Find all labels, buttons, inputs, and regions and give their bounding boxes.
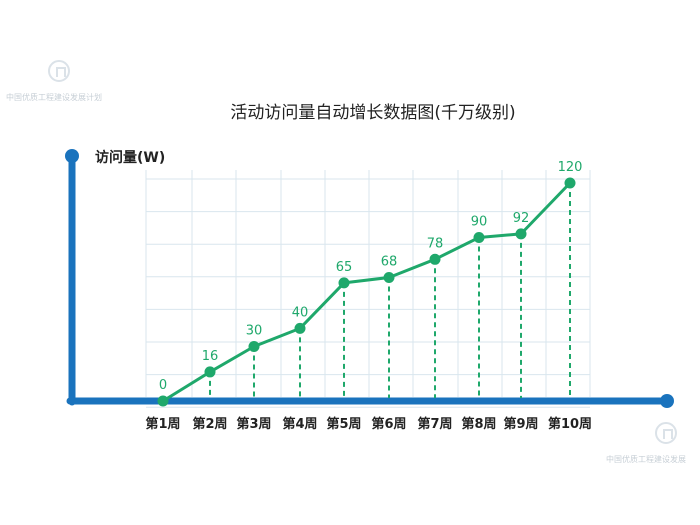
watermark-text: 中国优质工程建设发展计划 bbox=[6, 93, 102, 102]
data-label-9: 92 bbox=[513, 211, 530, 226]
watermark-text-bottom: 中国优质工程建设发展 bbox=[606, 455, 686, 464]
y-axis-label: 访问量(W) bbox=[95, 149, 165, 166]
x-tick-label-2: 第2周 bbox=[192, 416, 227, 432]
x-tick-label-6: 第6周 bbox=[371, 416, 406, 432]
x-tick-labels: 第1周 第2周 第3周 第4周 第5周 第6周 第7周 第8周 第9周 第10周 bbox=[145, 416, 592, 432]
x-tick-label-8: 第8周 bbox=[461, 416, 496, 432]
watermark-logo-icon bbox=[48, 60, 70, 82]
data-label-10: 120 bbox=[558, 160, 583, 175]
x-tick-label-1: 第1周 bbox=[145, 416, 180, 432]
x-axis-end-cap bbox=[660, 394, 674, 408]
x-tick-label-3: 第3周 bbox=[236, 416, 271, 432]
data-label-7: 78 bbox=[427, 236, 444, 251]
data-point-10 bbox=[564, 177, 576, 189]
data-labels: 0 16 30 40 65 68 78 90 92 120 bbox=[159, 160, 583, 393]
chart-title: 活动访问量自动增长数据图(千万级别) bbox=[230, 103, 515, 123]
data-point-8 bbox=[473, 232, 485, 243]
watermark-logo-icon-bottom bbox=[655, 422, 677, 444]
gridlines bbox=[145, 170, 591, 408]
data-point-9 bbox=[515, 228, 527, 240]
x-tick-label-7: 第7周 bbox=[417, 416, 452, 432]
data-point-1 bbox=[157, 395, 169, 407]
data-point-6 bbox=[383, 271, 395, 283]
data-points bbox=[157, 177, 576, 407]
data-label-2: 16 bbox=[202, 349, 219, 364]
x-tick-label-10: 第10周 bbox=[548, 416, 592, 432]
data-label-5: 65 bbox=[336, 260, 353, 275]
series-line bbox=[162, 181, 572, 403]
data-label-6: 68 bbox=[381, 254, 398, 269]
data-label-4: 40 bbox=[292, 305, 309, 320]
data-point-3 bbox=[248, 341, 260, 352]
data-label-3: 30 bbox=[246, 324, 263, 339]
data-label-8: 90 bbox=[471, 215, 488, 230]
data-point-7 bbox=[429, 253, 441, 265]
x-tick-label-4: 第4周 bbox=[282, 416, 317, 432]
y-axis-end-cap bbox=[65, 149, 79, 163]
data-point-2 bbox=[204, 366, 216, 378]
data-label-1: 0 bbox=[159, 378, 167, 393]
x-tick-label-9: 第9周 bbox=[503, 416, 538, 432]
data-point-4 bbox=[294, 322, 306, 334]
data-point-5 bbox=[338, 277, 350, 289]
x-tick-label-5: 第5周 bbox=[326, 416, 361, 432]
